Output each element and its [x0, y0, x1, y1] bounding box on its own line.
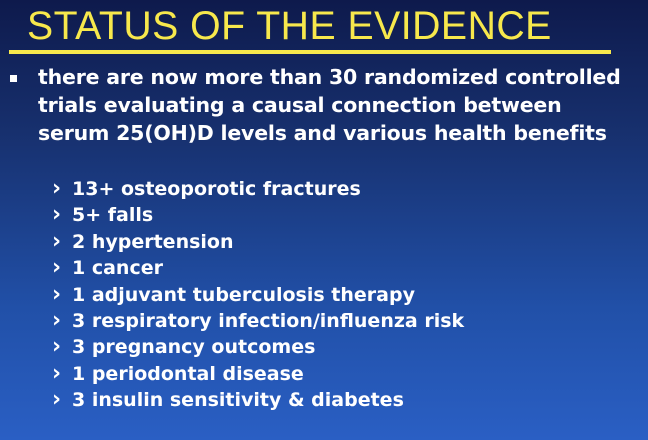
main-bullet-text: there are now more than 30 randomized co… — [38, 65, 621, 145]
sub-bullet-text: 3 pregnancy outcomes — [72, 336, 316, 359]
sub-bullet-text: 3 respiratory infection/influenza risk — [72, 310, 465, 333]
sub-bullet-text: 2 hypertension — [72, 230, 234, 253]
sub-bullet-item: › 3 insulin sensitivity & diabetes — [52, 387, 464, 413]
chevron-right-icon: › — [52, 228, 62, 254]
sub-bullet-text: 5+ falls — [72, 204, 154, 227]
sub-bullet-list: › 13+ osteoporotic fractures › 5+ falls › 2 h… — [52, 176, 464, 414]
sub-bullet-text: 13+ osteoporotic fractures — [72, 178, 361, 200]
chevron-right-icon: › — [52, 387, 62, 413]
sub-bullet-item: › 1 periodontal disease — [52, 361, 464, 387]
sub-bullet-text: 1 periodontal disease — [72, 362, 304, 385]
sub-bullet-item: › 13+ osteoporotic fractures — [52, 176, 464, 202]
chevron-right-icon: › — [52, 202, 62, 228]
title-underline — [9, 50, 611, 54]
slide-title: STATUS OF THE EVIDENCE — [27, 4, 552, 48]
chevron-right-icon: › — [52, 334, 62, 360]
sub-bullet-item: › 3 respiratory infection/influenza risk — [52, 308, 464, 334]
sub-bullet-item: › 3 pregnancy outcomes — [52, 334, 464, 360]
chevron-right-icon: › — [52, 281, 62, 307]
sub-bullet-item: › 5+ falls — [52, 202, 464, 228]
chevron-right-icon: › — [52, 360, 62, 386]
sub-bullet-text: 1 adjuvant tuberculosis therapy — [72, 283, 415, 306]
chevron-right-icon: › — [52, 308, 62, 334]
sub-bullet-text: 1 cancer — [72, 257, 163, 280]
sub-bullet-text: 3 insulin sensitivity & diabetes — [72, 389, 404, 412]
sub-bullet-item: › 2 hypertension — [52, 229, 464, 255]
sub-bullet-item: › 1 adjuvant tuberculosis therapy — [52, 282, 464, 308]
square-bullet-icon — [10, 75, 17, 82]
sub-bullet-item: › 1 cancer — [52, 255, 464, 281]
chevron-right-icon: › — [52, 255, 62, 281]
chevron-right-icon: › — [52, 176, 62, 201]
